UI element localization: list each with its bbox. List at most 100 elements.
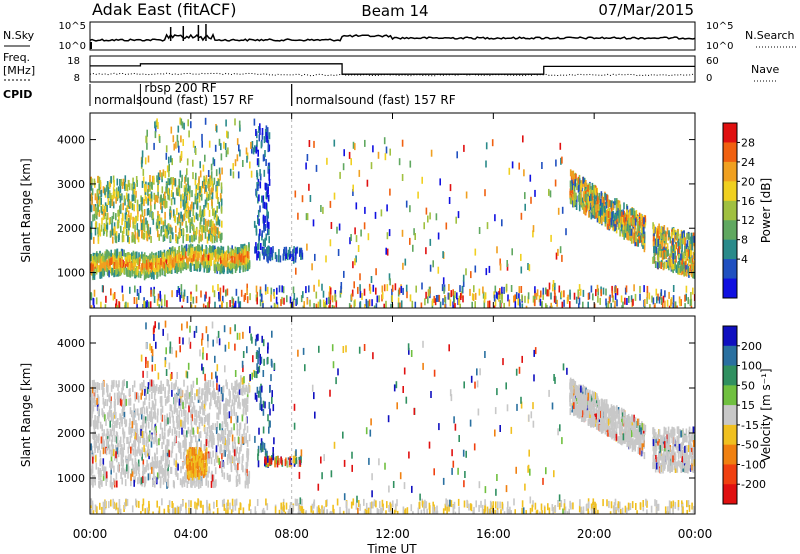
echo-cell bbox=[405, 284, 408, 292]
echo-cell bbox=[165, 258, 168, 266]
echo-cell bbox=[136, 463, 139, 471]
echo-cell bbox=[106, 475, 108, 482]
echo-cell bbox=[234, 262, 236, 270]
echo-cell bbox=[162, 468, 165, 475]
echo-cell bbox=[375, 303, 378, 308]
echo-cell bbox=[93, 213, 96, 221]
echo-cell bbox=[214, 392, 217, 400]
echo-cell bbox=[185, 475, 187, 483]
echo-cell bbox=[117, 450, 120, 458]
echo-cell bbox=[478, 227, 481, 234]
echo-cell bbox=[112, 187, 115, 195]
echo-cell bbox=[675, 242, 678, 250]
echo-cell bbox=[129, 388, 131, 396]
echo-cell bbox=[211, 199, 213, 207]
echo-cell bbox=[233, 449, 236, 457]
echo-cell bbox=[113, 379, 115, 387]
echo-cell bbox=[109, 265, 111, 273]
echo-cell bbox=[427, 215, 429, 223]
echo-cell bbox=[116, 447, 118, 455]
echo-cell bbox=[267, 139, 270, 147]
echo-cell bbox=[216, 181, 218, 189]
echo-cell bbox=[483, 300, 486, 308]
echo-cell bbox=[226, 472, 229, 480]
echo-cell bbox=[141, 406, 143, 414]
echo-cell bbox=[194, 148, 197, 155]
echo-cell bbox=[238, 144, 240, 152]
echo-cell bbox=[397, 297, 400, 305]
echo-cell bbox=[402, 262, 404, 270]
echo-cell bbox=[255, 146, 257, 154]
echo-cell bbox=[632, 298, 634, 306]
colorbar-title: Power [dB] bbox=[759, 178, 773, 243]
echo-cell bbox=[219, 294, 222, 302]
echo-cell bbox=[183, 289, 186, 297]
echo-cell bbox=[236, 253, 239, 261]
echo-cell bbox=[147, 155, 150, 163]
echo-cell bbox=[127, 228, 130, 236]
echo-cell bbox=[261, 195, 263, 203]
echo-cell bbox=[668, 230, 670, 238]
echo-cell bbox=[374, 211, 377, 219]
echo-cell bbox=[389, 188, 391, 196]
echo-cell bbox=[623, 232, 625, 240]
echo-cell bbox=[178, 410, 181, 418]
echo-cell bbox=[649, 304, 651, 308]
echo-cell bbox=[130, 201, 132, 209]
echo-cell bbox=[172, 192, 174, 200]
echo-cell bbox=[212, 432, 214, 440]
echo-cell bbox=[121, 444, 123, 452]
echo-cell bbox=[241, 463, 243, 471]
echo-cell bbox=[105, 249, 108, 257]
echo-cell bbox=[542, 292, 544, 300]
echo-cell bbox=[234, 266, 237, 273]
echo-cell bbox=[110, 288, 112, 296]
echo-cell bbox=[265, 125, 268, 133]
echo-cell bbox=[255, 190, 258, 198]
echo-cell bbox=[202, 210, 205, 218]
echo-cell bbox=[159, 422, 162, 430]
echo-cell bbox=[169, 249, 172, 257]
echo-cell bbox=[255, 246, 257, 254]
echo-cell bbox=[205, 447, 208, 455]
echo-cell bbox=[615, 285, 617, 293]
echo-cell bbox=[609, 214, 611, 222]
echo-cell bbox=[212, 481, 215, 489]
echo-cell bbox=[534, 290, 536, 298]
echo-cell bbox=[216, 421, 219, 428]
echo-cell bbox=[458, 298, 460, 306]
echo-cell bbox=[149, 414, 151, 421]
echo-cell bbox=[198, 253, 200, 261]
echo-cell bbox=[191, 190, 193, 198]
echo-cell bbox=[664, 290, 666, 298]
echo-cell bbox=[632, 236, 635, 244]
echo-cell bbox=[146, 129, 148, 137]
echo-cell bbox=[133, 187, 135, 195]
echo-cell bbox=[147, 382, 150, 390]
echo-cell bbox=[292, 301, 295, 308]
echo-cell bbox=[455, 216, 457, 224]
echo-cell bbox=[154, 460, 157, 468]
echo-cell bbox=[623, 210, 625, 218]
echo-cell bbox=[448, 284, 450, 291]
echo-cell bbox=[172, 246, 174, 254]
echo-cell bbox=[125, 301, 127, 308]
echo-cell bbox=[558, 285, 561, 293]
echo-cell bbox=[215, 452, 218, 460]
echo-cell bbox=[199, 395, 201, 403]
echo-cell bbox=[202, 249, 205, 257]
echo-cell bbox=[106, 439, 108, 447]
echo-cell bbox=[166, 416, 168, 424]
echo-cell bbox=[557, 207, 560, 215]
echo-cell bbox=[583, 190, 586, 198]
echo-cell bbox=[185, 410, 187, 418]
echo-cell bbox=[173, 197, 176, 205]
echo-cell bbox=[154, 480, 156, 488]
echo-cell bbox=[245, 403, 248, 411]
echo-cell bbox=[163, 254, 166, 262]
echo-cell bbox=[91, 450, 94, 458]
echo-cell bbox=[173, 383, 175, 391]
echo-cell bbox=[154, 398, 157, 406]
echo-cell bbox=[217, 217, 219, 225]
